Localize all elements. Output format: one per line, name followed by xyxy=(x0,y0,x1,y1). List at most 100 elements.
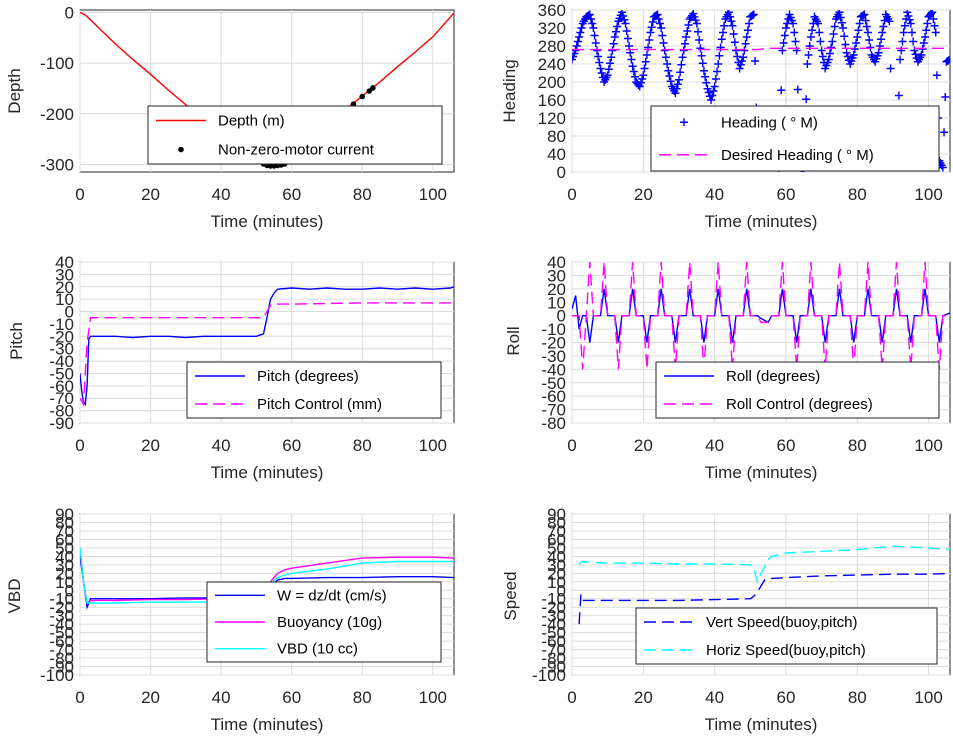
x-tick-label: 60 xyxy=(777,436,796,455)
series-1-marker xyxy=(572,46,580,55)
x-tick-label: 40 xyxy=(212,436,231,455)
y-tick-label: -70 xyxy=(541,401,566,420)
y-tick-label: -100 xyxy=(40,54,74,73)
series-1-marker xyxy=(781,24,790,32)
series-1-marker xyxy=(903,10,912,17)
series-1-marker xyxy=(836,13,845,22)
series-1-marker xyxy=(817,46,826,55)
series-1-marker xyxy=(588,19,597,28)
y-tick-label: -300 xyxy=(40,155,74,174)
series-1-marker xyxy=(672,84,681,93)
series-1-marker xyxy=(683,27,692,35)
series-1-marker xyxy=(595,58,604,67)
series-1-marker xyxy=(835,10,844,17)
legend: Roll (degrees) Roll Control (degrees) xyxy=(655,361,940,419)
subplot-6: 0 20 40 60 80 1009080706050403020100-10-20-30… xyxy=(501,505,951,734)
x-tick-label: 100 xyxy=(419,436,447,455)
x-tick-label: 80 xyxy=(353,436,372,455)
series-1-marker xyxy=(665,72,674,80)
series-1-marker xyxy=(839,24,848,32)
series-1-marker xyxy=(806,33,815,41)
y-tick-label: 0 xyxy=(65,4,74,23)
series-1-marker xyxy=(575,33,584,41)
series-1-marker xyxy=(589,24,598,32)
subplot-4: 0 20 40 60 80 100403020100-10-20-30-40-50-60-… xyxy=(504,253,951,482)
series-1-marker xyxy=(940,128,949,137)
series-1-marker xyxy=(741,39,750,48)
y-tick-label: -90 xyxy=(49,414,74,433)
series-1-marker xyxy=(590,31,599,40)
y-tick-label: 50 xyxy=(547,539,566,558)
legend-label: Vert Speed(buoy,pitch) xyxy=(706,614,857,631)
series-1-marker xyxy=(608,46,617,55)
legend-label: Desired Heading ( ° M) xyxy=(721,147,874,164)
series-1-marker xyxy=(830,22,839,31)
y-tick-label: 0 xyxy=(65,581,74,600)
series-1-marker xyxy=(699,66,708,75)
series-1-marker xyxy=(724,10,733,17)
series-1-marker xyxy=(623,34,632,43)
x-tick-label: 100 xyxy=(914,185,942,204)
x-tick-label: 100 xyxy=(914,436,942,455)
x-tick-label: 80 xyxy=(848,185,867,204)
y-tick-label: 20 xyxy=(547,564,566,583)
series-1-marker xyxy=(743,26,752,35)
legend-label: Pitch (degrees) xyxy=(257,368,359,385)
y-tick-label: -50 xyxy=(49,364,74,383)
series-1-marker xyxy=(802,95,811,104)
series-1-marker xyxy=(921,33,930,41)
series-1-marker xyxy=(855,19,864,28)
y-tick-label: -20 xyxy=(49,598,74,617)
series-1-marker xyxy=(622,27,631,35)
series-1-marker xyxy=(790,28,799,37)
series-1-marker xyxy=(911,50,920,59)
series-1-marker xyxy=(684,21,693,29)
series-1-marker xyxy=(894,91,903,100)
y-tick-label: 0 xyxy=(557,581,566,600)
series-1-marker xyxy=(878,28,887,37)
series-1-marker xyxy=(736,60,745,69)
series-1-marker xyxy=(676,68,685,77)
series-1-line xyxy=(80,286,454,407)
series-1-marker xyxy=(666,77,675,86)
series-1-marker xyxy=(944,56,950,65)
series-1-marker xyxy=(728,21,737,30)
series-1-marker xyxy=(842,48,851,57)
series-1-marker xyxy=(748,11,757,20)
series-1-marker xyxy=(860,10,869,19)
series-1-marker xyxy=(899,28,908,37)
y-tick-label: -20 xyxy=(541,334,566,353)
series-1-marker xyxy=(607,53,616,62)
series-1-marker xyxy=(720,21,729,30)
series-1-marker xyxy=(854,26,863,35)
series-1-marker xyxy=(841,40,850,49)
y-tick-label: -20 xyxy=(49,327,74,346)
series-1-marker xyxy=(701,72,710,81)
series-1-marker xyxy=(853,33,862,41)
series-1-marker xyxy=(609,39,618,48)
legend-label: Roll Control (degrees) xyxy=(726,396,873,413)
series-1-marker xyxy=(671,89,680,98)
series-1-marker xyxy=(815,28,824,37)
legend-label: W = dz/dt (cm/s) xyxy=(277,587,387,604)
x-tick-label: 0 xyxy=(75,436,84,455)
series-1-marker xyxy=(594,52,603,61)
series-1-marker xyxy=(778,46,787,55)
series-1-marker xyxy=(639,71,648,80)
series-1-marker xyxy=(585,10,594,19)
x-tick-label: 100 xyxy=(419,185,447,204)
y-tick-label: -100 xyxy=(40,666,74,685)
y-axis-label: Depth xyxy=(5,68,24,113)
series-1-marker xyxy=(625,42,634,50)
legend: Pitch (degrees) Pitch Control (mm) xyxy=(186,361,442,419)
x-tick-label: 60 xyxy=(282,688,301,707)
series-2-point xyxy=(370,85,376,91)
y-tick-label: 80 xyxy=(55,513,74,532)
y-tick-label: -80 xyxy=(541,649,566,668)
series-1-marker xyxy=(922,26,931,35)
series-1-marker xyxy=(938,163,947,172)
x-tick-label: 20 xyxy=(634,688,653,707)
y-tick-label: -80 xyxy=(49,649,74,668)
series-1-marker xyxy=(898,37,907,46)
series-1-marker xyxy=(657,24,666,32)
